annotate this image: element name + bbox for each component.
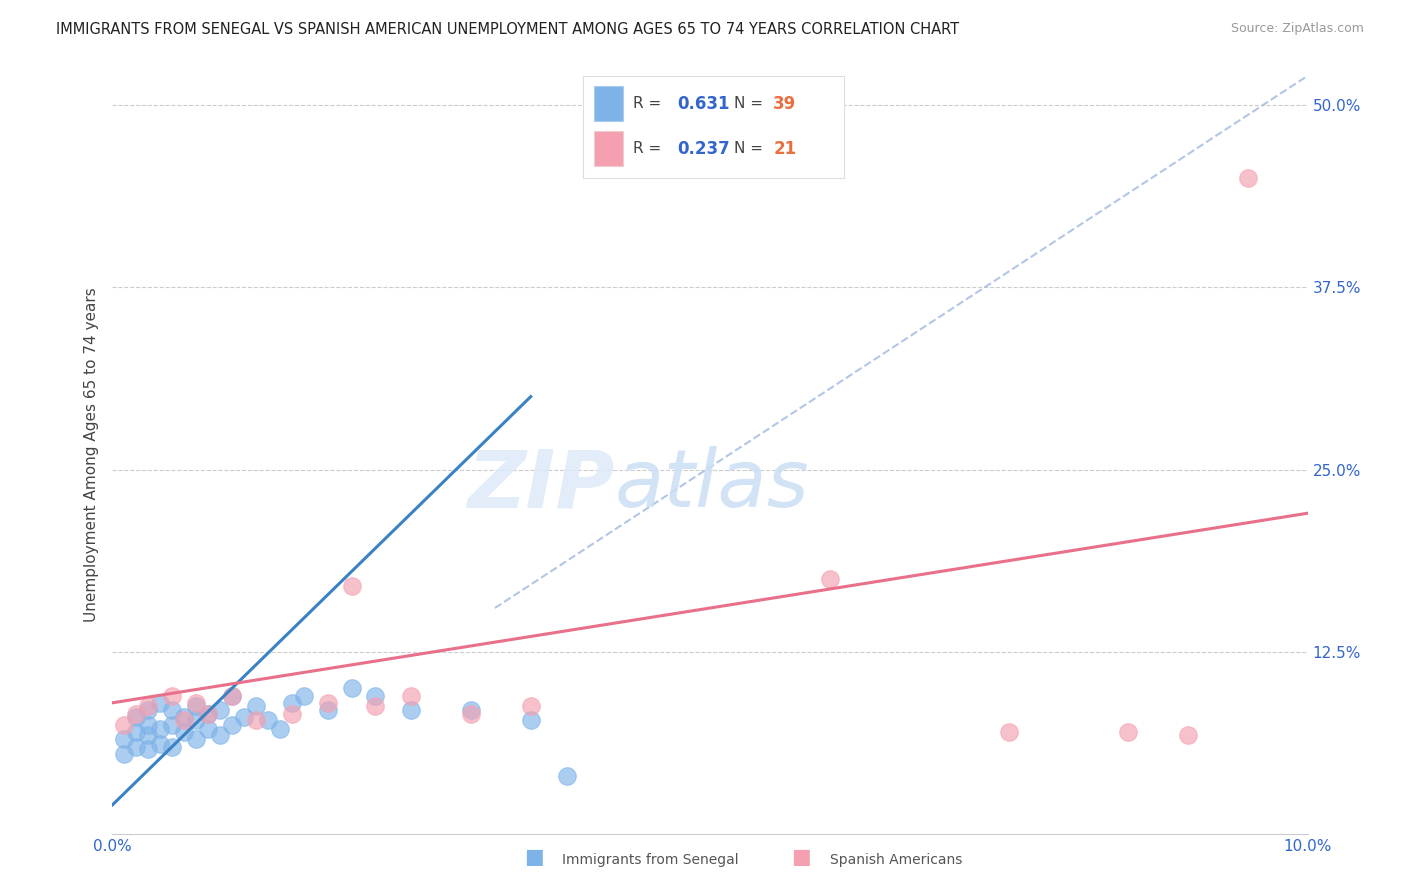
Point (125, 707, 148, 722)
Point (233, 710, 256, 724)
Point (316, 696, 339, 710)
Point (186, 732, 208, 747)
Point (149, 737, 172, 751)
Point (162, 703, 183, 717)
Point (197, 707, 219, 722)
Text: Source: ZipAtlas.com: Source: ZipAtlas.com (1230, 22, 1364, 36)
Point (138, 742, 160, 756)
Point (138, 698, 160, 713)
Text: ■: ■ (792, 847, 811, 867)
Point (340, 681, 363, 696)
Point (281, 707, 304, 722)
Point (173, 714, 195, 728)
Point (401, 703, 423, 717)
Point (197, 707, 219, 722)
Point (401, 689, 423, 703)
Point (162, 689, 183, 703)
Text: ZIP: ZIP (467, 446, 614, 524)
Point (138, 728, 160, 742)
Point (998, 725, 1021, 739)
Point (138, 703, 160, 717)
Point (245, 714, 267, 728)
Text: Spanish Americans: Spanish Americans (830, 853, 962, 867)
Text: 0.631: 0.631 (678, 95, 730, 112)
Point (520, 714, 543, 728)
Text: atlas: atlas (614, 446, 810, 524)
Text: R =: R = (633, 96, 666, 111)
Text: N =: N = (734, 141, 768, 156)
Point (125, 725, 148, 739)
Point (209, 703, 232, 717)
Point (125, 710, 148, 724)
Point (555, 769, 578, 783)
Point (209, 728, 232, 742)
Point (149, 722, 172, 736)
Text: 39: 39 (773, 95, 797, 112)
Point (1118, 725, 1140, 739)
Point (173, 710, 195, 724)
Point (257, 714, 280, 728)
Point (292, 689, 315, 703)
Point (364, 689, 387, 703)
Point (221, 689, 243, 703)
Point (186, 696, 208, 710)
Text: IMMIGRANTS FROM SENEGAL VS SPANISH AMERICAN UNEMPLOYMENT AMONG AGES 65 TO 74 YEA: IMMIGRANTS FROM SENEGAL VS SPANISH AMERI… (56, 22, 959, 37)
Text: Immigrants from Senegal: Immigrants from Senegal (562, 853, 740, 867)
Point (149, 696, 172, 710)
Point (173, 725, 195, 739)
Point (114, 732, 135, 747)
Point (114, 717, 135, 731)
Point (125, 739, 148, 754)
Point (818, 572, 841, 586)
Point (1237, 170, 1260, 185)
Point (520, 698, 543, 713)
Text: ■: ■ (524, 847, 544, 867)
Point (281, 696, 304, 710)
Point (197, 722, 219, 736)
Point (269, 722, 291, 736)
Point (114, 747, 135, 761)
Point (1177, 728, 1199, 742)
Point (364, 698, 387, 713)
Point (162, 717, 183, 731)
FancyBboxPatch shape (593, 131, 623, 166)
Text: N =: N = (734, 96, 768, 111)
Point (221, 717, 243, 731)
Point (221, 689, 243, 703)
Point (460, 707, 482, 722)
Point (186, 714, 208, 728)
FancyBboxPatch shape (593, 87, 623, 121)
Point (245, 698, 267, 713)
Point (138, 717, 160, 731)
Point (316, 703, 339, 717)
Point (340, 579, 363, 593)
Text: R =: R = (633, 141, 666, 156)
Y-axis label: Unemployment Among Ages 65 to 74 years: Unemployment Among Ages 65 to 74 years (83, 287, 98, 623)
Point (186, 698, 208, 713)
Text: 0.237: 0.237 (678, 140, 730, 158)
Text: 21: 21 (773, 140, 796, 158)
Point (460, 703, 482, 717)
Point (162, 739, 183, 754)
